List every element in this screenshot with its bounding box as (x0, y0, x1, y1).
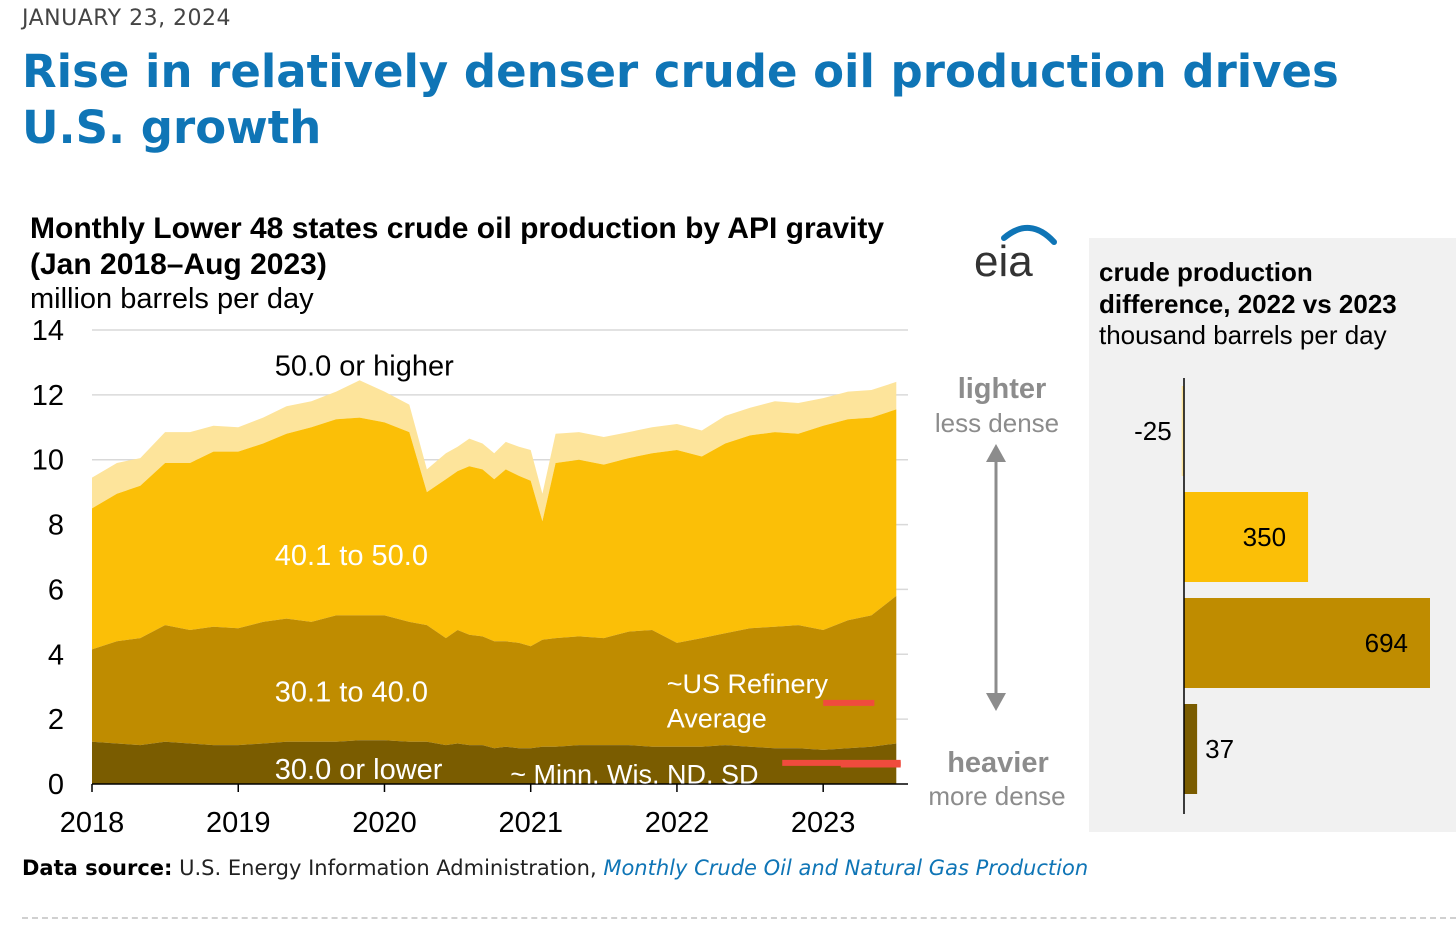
y-tick-label-12: 12 (32, 380, 64, 412)
density-top-sub: less dense (935, 408, 1059, 438)
area-30-1-to-40-0 (92, 595, 897, 750)
publication-date: JANUARY 23, 2024 (22, 6, 232, 31)
y-axis-ticks: 0 2 4 6 8 10 12 14 (32, 315, 64, 801)
difference-title-line1: crude production (1099, 257, 1313, 287)
chart-title: Monthly Lower 48 states crude oil produc… (30, 211, 884, 283)
y-tick-label-2: 2 (48, 704, 64, 736)
x-tick-label-2022: 2022 (645, 807, 710, 839)
difference-panel-units: thousand barrels per day (1099, 320, 1387, 350)
arrow-down-icon (986, 693, 1006, 711)
series-label-40-1-to-50-0: 40.1 to 50.0 (275, 540, 428, 572)
series-label-50-0-or-higher: 50.0 or higher (275, 350, 454, 382)
area-40-1-to-50-0 (92, 409, 897, 650)
chart-title-line1: Monthly Lower 48 states crude oil produc… (30, 212, 885, 245)
y-tick-label-6: 6 (48, 574, 64, 606)
data-source-text: U.S. Energy Information Administration, (179, 856, 597, 880)
area-chart: 0 2 4 6 8 10 12 14 2018 2019 2020 2021 2022 2023 50.… (32, 315, 1066, 839)
x-tick-label-2020: 2020 (352, 807, 417, 839)
annotation-minn-label: ~ Minn. Wis. ND. SD (510, 759, 758, 789)
y-tick-label-4: 4 (48, 639, 64, 671)
density-bottom-label: heavier (947, 747, 1049, 779)
area-30-0-or-lower (92, 740, 897, 784)
headline: Rise in relatively denser crude oil prod… (22, 45, 1339, 154)
eia-logo-text: eia (974, 237, 1033, 282)
x-axis-ticks: 2018 2019 2020 2021 2022 2023 (60, 784, 856, 839)
density-bottom-sub: more dense (928, 781, 1065, 811)
data-source: Data source: U.S. Energy Information Adm… (22, 856, 1088, 880)
annotations: ~US Refinery Average ~ Minn. Wis. ND. SD (510, 669, 901, 789)
series-labels: 50.0 or higher 40.1 to 50.0 30.1 to 40.0 30… (275, 350, 454, 786)
area-50-0-or-higher (92, 380, 897, 522)
difference-title-line2: difference, 2022 vs 2023 (1099, 289, 1397, 319)
y-tick-label-14: 14 (32, 315, 64, 347)
density-top-label: lighter (958, 373, 1047, 405)
footer-divider (22, 917, 1456, 919)
data-source-label: Data source: (22, 856, 173, 880)
series-label-30-1-to-40-0: 30.1 to 40.0 (275, 676, 428, 708)
annotation-refinery-line1: ~US Refinery (667, 669, 829, 699)
chart-title-line2: (Jan 2018–Aug 2023) (30, 248, 327, 281)
y-tick-label-8: 8 (48, 510, 64, 542)
annotation-refinery-line2: Average (667, 703, 767, 733)
data-source-link[interactable]: Monthly Crude Oil and Natural Gas Produc… (603, 856, 1089, 880)
x-tick-label-2023: 2023 (791, 807, 856, 839)
arrow-up-icon (986, 444, 1006, 462)
x-tick-label-2018: 2018 (60, 807, 125, 839)
y-tick-label-0: 0 (48, 769, 64, 801)
chart-units: million barrels per day (30, 283, 314, 315)
series-label-30-0-or-lower: 30.0 or lower (275, 754, 443, 786)
eia-logo-swoosh (1001, 225, 1057, 245)
area-series (92, 380, 897, 784)
x-tick-label-2019: 2019 (206, 807, 271, 839)
difference-panel-title: crude production difference, 2022 vs 202… (1099, 256, 1397, 320)
x-tick-label-2021: 2021 (498, 807, 563, 839)
y-tick-label-10: 10 (32, 445, 64, 477)
eia-logo-icon: eia (974, 225, 1057, 282)
